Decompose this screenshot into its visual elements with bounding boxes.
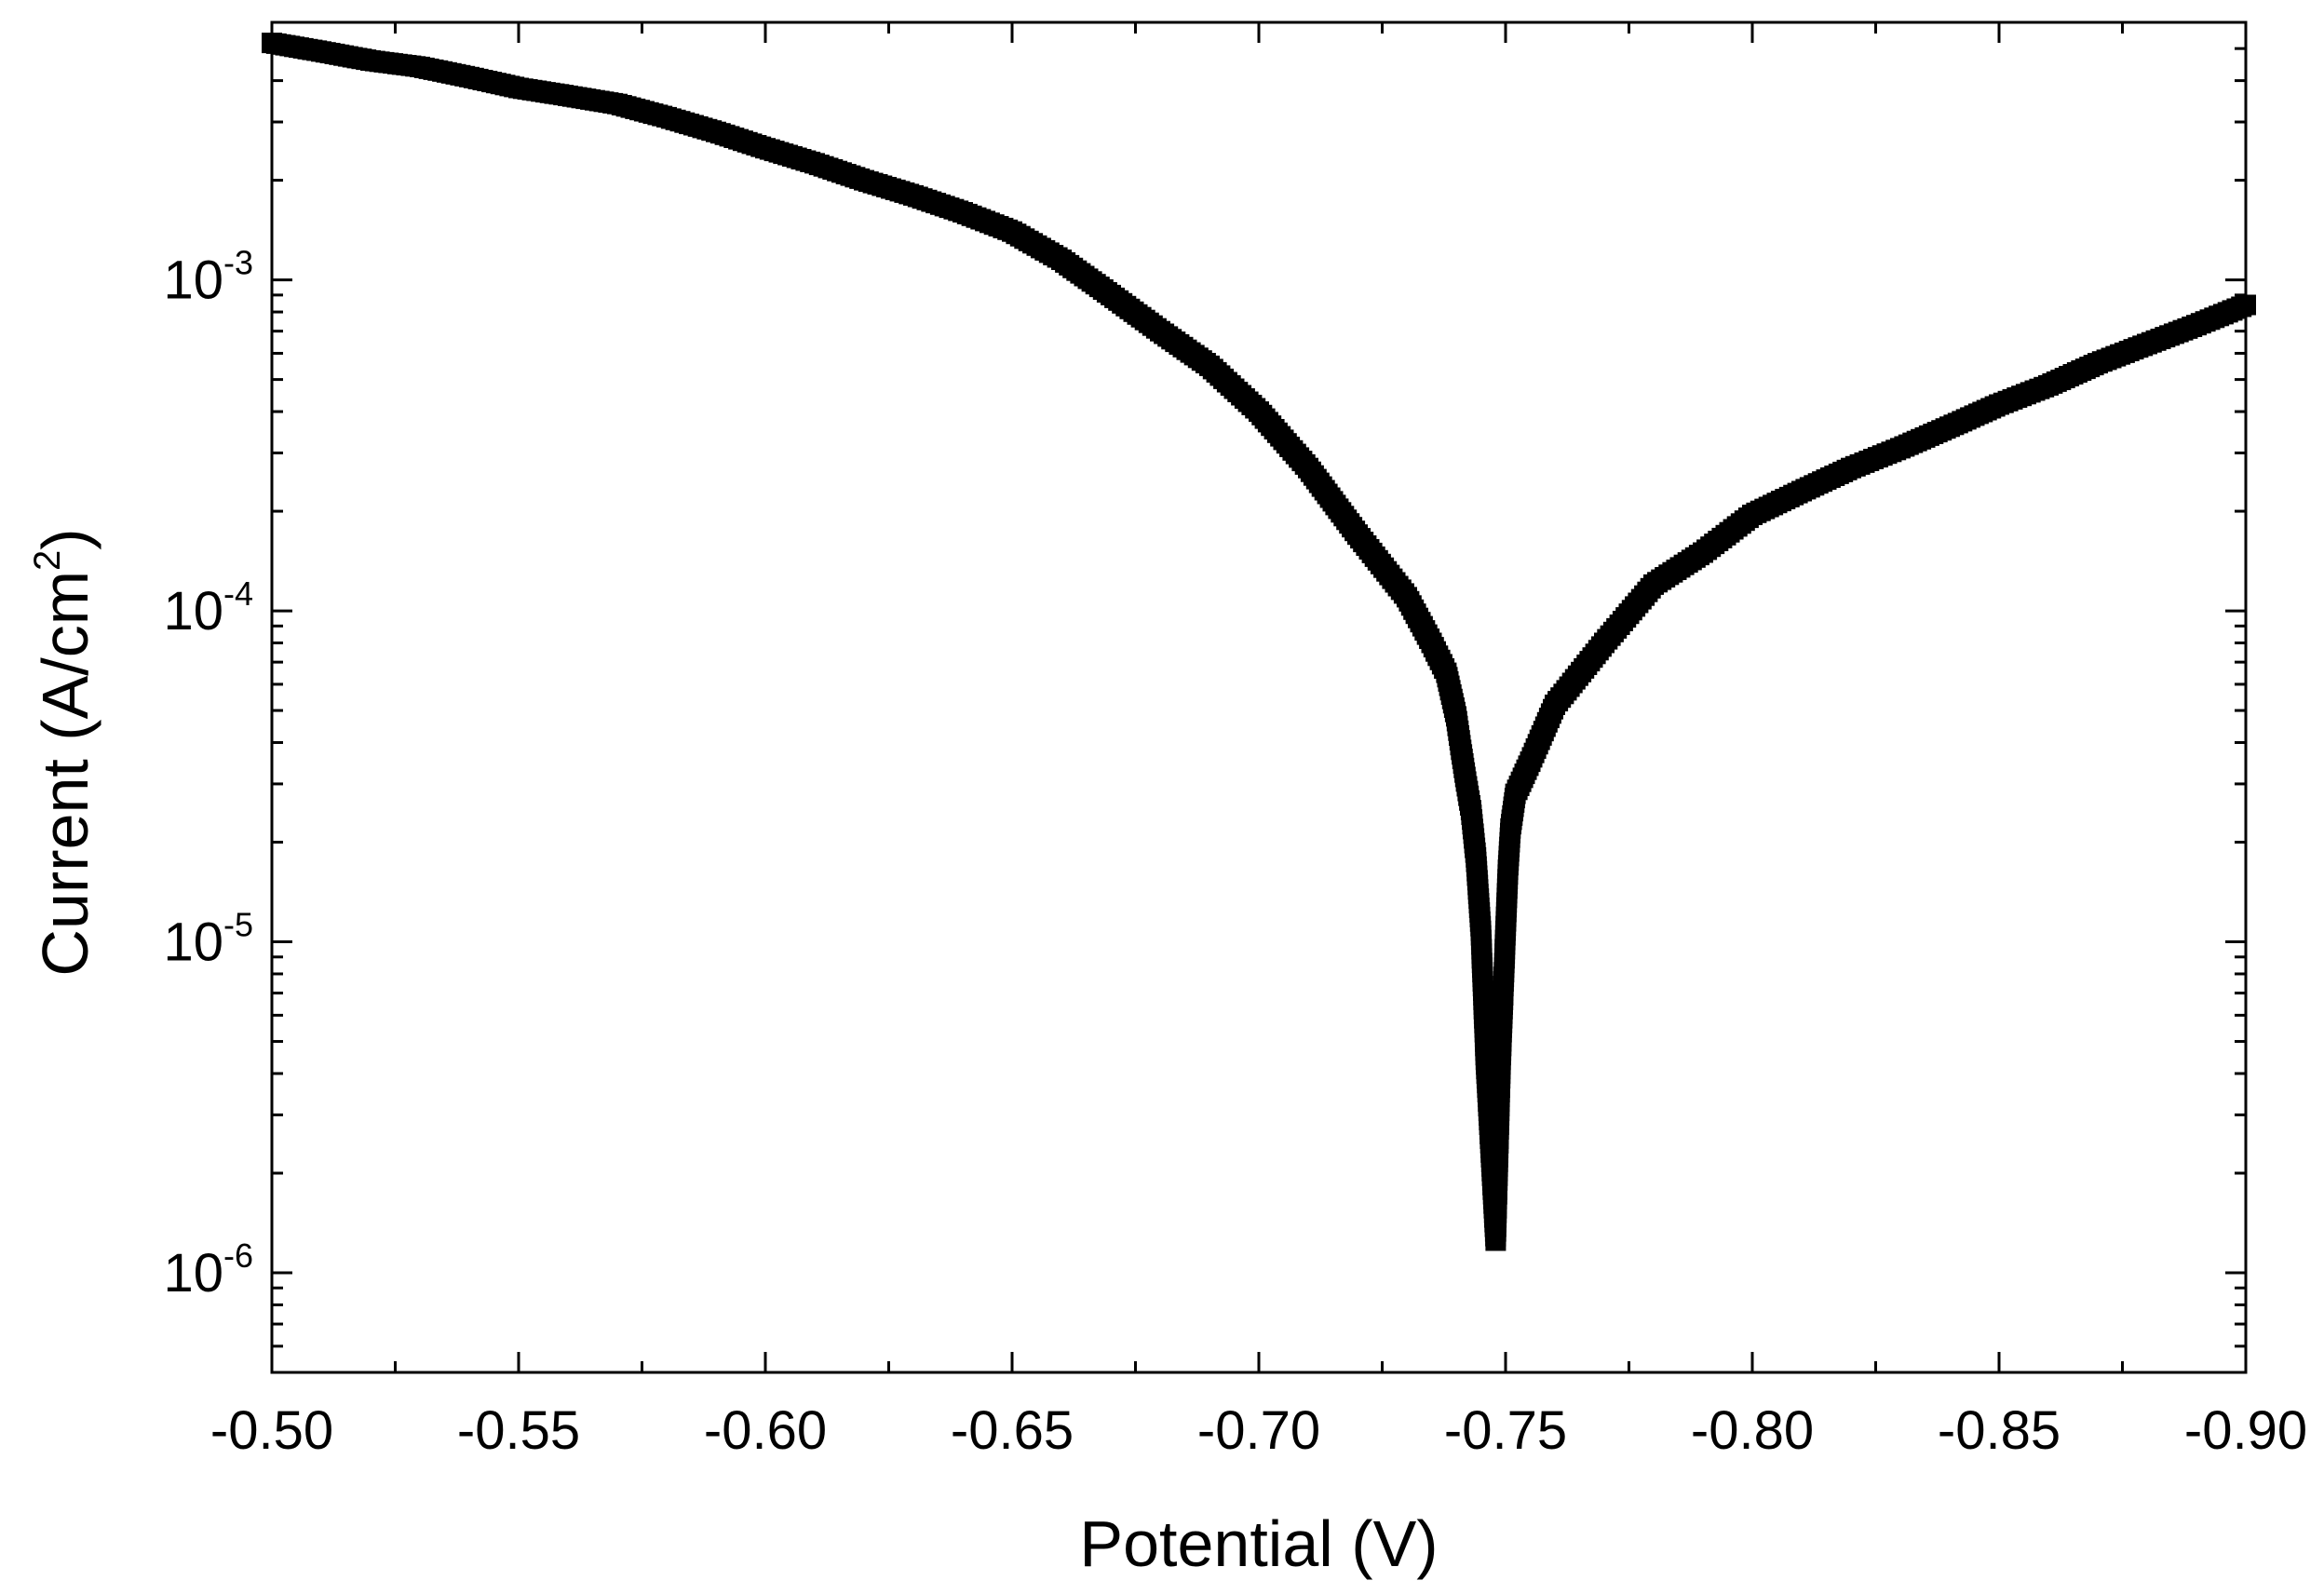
y-tick-label-base: 10 <box>163 1243 223 1304</box>
y-tick-label-exponent: -6 <box>223 1236 253 1275</box>
data-markers <box>262 33 2256 1251</box>
x-tick-label: -0.70 <box>1197 1400 1320 1461</box>
x-tick-labels: -0.50 -0.55 -0.60 -0.65 -0.70 -0.75 -0.80 -0.85… <box>210 1400 2307 1461</box>
y-axis-title: Current (A/cm2) <box>27 528 101 976</box>
y-tick-label-base: 10 <box>163 581 223 642</box>
x-tick-label: -0.90 <box>2184 1400 2307 1461</box>
y-axis-title-suffix: ) <box>29 528 101 549</box>
plot-frame <box>270 20 2248 1374</box>
x-axis-title: Potential (V) <box>1079 1507 1438 1580</box>
x-tick-label: -0.80 <box>1691 1400 1814 1461</box>
x-tick-label: -0.75 <box>1444 1400 1567 1461</box>
y-axis-title-superscript: 2 <box>27 550 68 571</box>
x-tick-label: -0.55 <box>457 1400 580 1461</box>
y-tick-label-base: 10 <box>163 250 223 311</box>
x-tick-label: -0.65 <box>951 1400 1074 1461</box>
y-tick-label-base: 10 <box>163 912 223 973</box>
y-tick-labels: 10-610-510-410-3 <box>163 244 253 1304</box>
y-tick-label: 10-6 <box>163 1236 253 1304</box>
y-tick-label-exponent: -4 <box>223 574 253 613</box>
x-tick-label: -0.85 <box>1938 1400 2061 1461</box>
y-tick-label: 10-5 <box>163 906 253 973</box>
y-tick-label-exponent: -5 <box>223 906 253 944</box>
y-tick-label-exponent: -3 <box>223 244 253 282</box>
y-axis-title-prefix: Current (A/cm <box>29 571 101 977</box>
x-tick-label: -0.50 <box>210 1400 333 1461</box>
x-tick-label: -0.60 <box>704 1400 827 1461</box>
y-tick-label: 10-4 <box>163 574 253 642</box>
y-tick-label: 10-3 <box>163 244 253 311</box>
